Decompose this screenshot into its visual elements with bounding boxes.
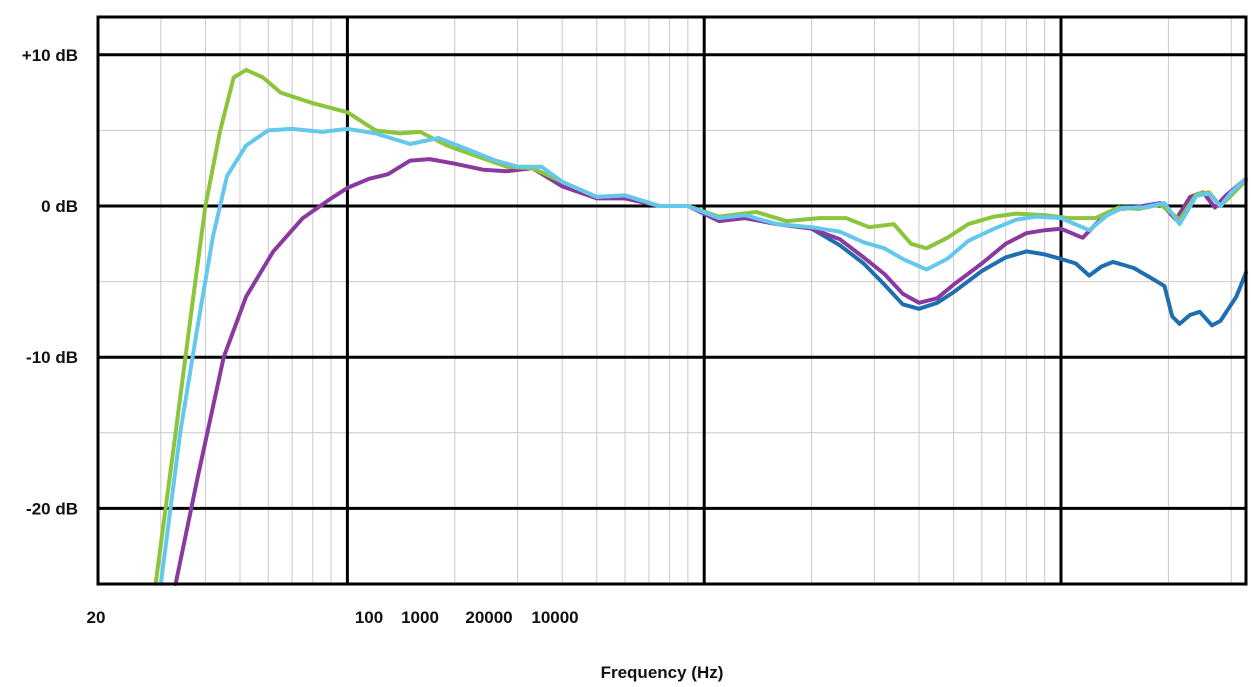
y-tick-label: -10 dB [26, 348, 78, 367]
x-tick-label: 20000 [465, 608, 512, 627]
x-tick-label: 20 [87, 608, 106, 627]
series-line-1 [809, 226, 1248, 328]
y-tick-label: +10 dB [22, 46, 78, 65]
series-line-4 [158, 126, 1248, 586]
x-tick-label: 1000 [401, 608, 439, 627]
y-tick-label: 0 dB [41, 197, 78, 216]
y-tick-label: -20 dB [26, 499, 78, 518]
series-line-3 [153, 67, 1248, 586]
plot-frame [96, 15, 1248, 586]
x-tick-labels: 20 100 1000 20000 10000 [87, 608, 579, 627]
series-layer [153, 67, 1248, 586]
major-grid [98, 17, 1246, 584]
minor-grid [98, 17, 1246, 584]
x-axis-title: Frequency (Hz) [601, 663, 724, 682]
series-line-2 [173, 157, 1248, 586]
x-tick-label: 100 [355, 608, 383, 627]
y-tick-labels: +10 dB 0 dB -10 dB -20 dB [22, 46, 78, 519]
x-tick-label: 10000 [531, 608, 578, 627]
